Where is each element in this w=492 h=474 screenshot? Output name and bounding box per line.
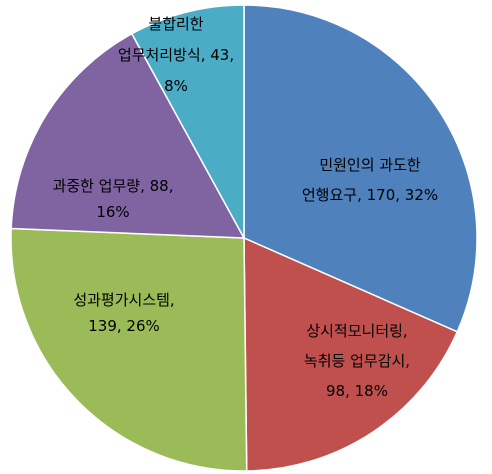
- pie-label-line: 98, 18%: [326, 382, 388, 400]
- pie-label-line: 성과평가시스템,: [73, 291, 174, 309]
- pie-slice-unreasonable: [131, 4, 245, 239]
- pie-label-workload: 과중한 업무량, 88, 16%: [53, 177, 174, 221]
- pie-label-line: 139, 26%: [88, 317, 160, 335]
- pie-label-line: 과중한 업무량, 88,: [53, 177, 174, 195]
- pie-label-line: 민원인의 과도한: [319, 156, 421, 174]
- pie-slice-evaluation: [10, 227, 248, 472]
- pie-label-line: 상시적모니터링,: [306, 322, 407, 340]
- pie-label-monitoring: 상시적모니터링, 녹취등 업무감시, 98, 18%: [304, 322, 410, 400]
- pie-slice-monitoring: [243, 237, 459, 472]
- pie-label-line: 언행요구, 170, 32%: [302, 186, 438, 204]
- pie-label-evaluation: 성과평가시스템, 139, 26%: [73, 291, 174, 335]
- pie-label-line: 16%: [96, 203, 129, 221]
- pie-label-line: 업무처리방식, 43,: [118, 46, 234, 64]
- pie-label-line: 8%: [164, 77, 188, 95]
- pie-slice-workload: [10, 33, 245, 239]
- pie-label-line: 불합리한: [148, 15, 203, 33]
- pie-label-line: 녹취등 업무감시,: [304, 352, 410, 370]
- pie-slices: [10, 4, 478, 472]
- pie-slice-complainant: [243, 4, 478, 333]
